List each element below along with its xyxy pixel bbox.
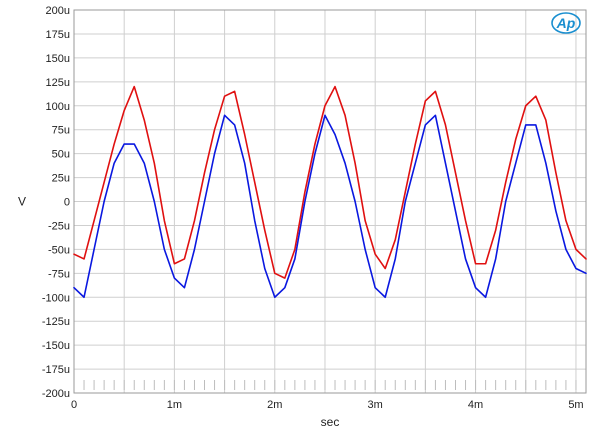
y-tick-label: 0 (64, 197, 70, 209)
x-minor-ticks (83, 380, 577, 390)
y-tick-label: 100u (46, 101, 70, 113)
y-axis-label: V (18, 195, 26, 209)
y-tick-label: -200u (42, 388, 70, 400)
x-tick-labels: 0 1m 2m 3m 4m 5m (71, 399, 584, 411)
y-tick-label: -175u (42, 364, 70, 376)
y-tick-label: 75u (52, 125, 70, 137)
y-tick-label: -150u (42, 340, 70, 352)
y-tick-label: -50u (48, 244, 70, 256)
x-tick-label: 4m (468, 399, 483, 411)
series-line-1 (73, 85, 587, 279)
x-tick-label: 3m (368, 399, 383, 411)
x-tick-label: 5m (568, 399, 583, 411)
y-tick-label: -75u (48, 268, 70, 280)
y-tick-label: 25u (52, 173, 70, 185)
x-axis-label: sec (321, 415, 340, 429)
y-tick-label: -25u (48, 220, 70, 232)
y-tick-label: -125u (42, 316, 70, 328)
series-layer (73, 85, 587, 299)
y-tick-label: 50u (52, 149, 70, 161)
y-tick-label: 125u (46, 77, 70, 89)
ap-logo-text: Ap (556, 15, 576, 31)
y-tick-labels: 200u 175u 150u 125u 100u 75u 50u 25u 0 -25u -50u -7… (42, 5, 70, 400)
series-line-2 (73, 114, 587, 299)
y-tick-label: 175u (46, 29, 70, 41)
ap-logo: Ap (551, 12, 581, 34)
x-tick-label: 2m (267, 399, 282, 411)
y-tick-label: 150u (46, 53, 70, 65)
x-tick-label: 0 (71, 399, 77, 411)
plot-frame (73, 9, 587, 394)
ap-logo-ring (551, 12, 581, 34)
grid (73, 9, 586, 394)
y-tick-label: -100u (42, 292, 70, 304)
x-tick-label: 1m (167, 399, 182, 411)
y-tick-label: 200u (46, 5, 70, 17)
